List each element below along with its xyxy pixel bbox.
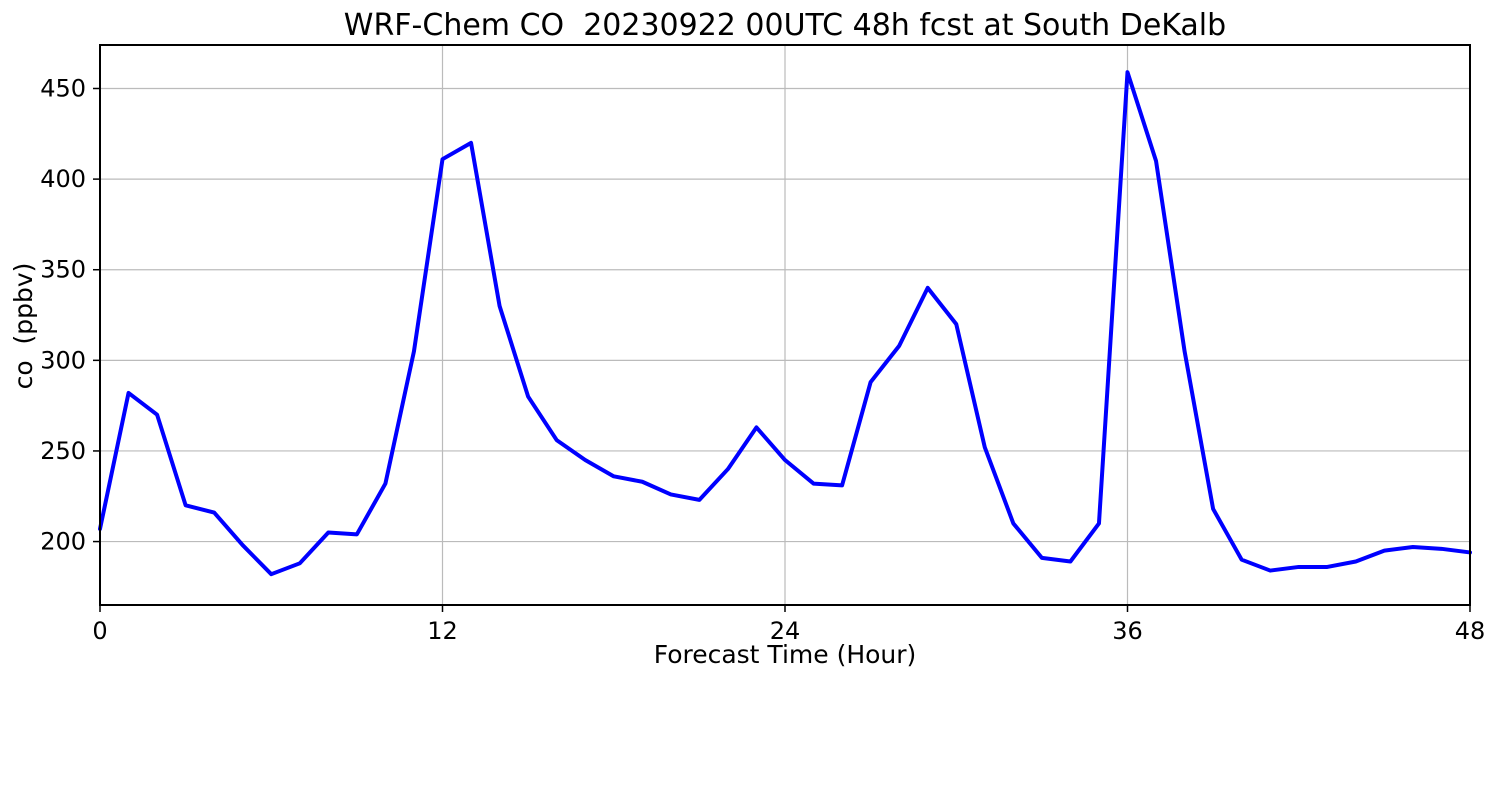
- y-tick-label: 200: [40, 528, 86, 556]
- x-tick-label: 12: [427, 617, 458, 645]
- y-tick-label: 250: [40, 437, 86, 465]
- co-forecast-line: [98, 70, 1472, 577]
- x-tick-label: 36: [1112, 617, 1143, 645]
- x-tick-label: 0: [92, 617, 107, 645]
- y-tick-label: 400: [40, 165, 86, 193]
- x-axis-label: Forecast Time (Hour): [653, 640, 917, 669]
- y-tick-label: 450: [40, 74, 86, 102]
- x-tick-label: 24: [770, 617, 801, 645]
- y-tick-label: 350: [40, 256, 86, 284]
- x-tick-label: 48: [1455, 617, 1486, 645]
- chart-title: WRF-Chem CO 20230922 00UTC 48h fcst at S…: [343, 8, 1227, 43]
- y-tick-label: 300: [40, 346, 86, 374]
